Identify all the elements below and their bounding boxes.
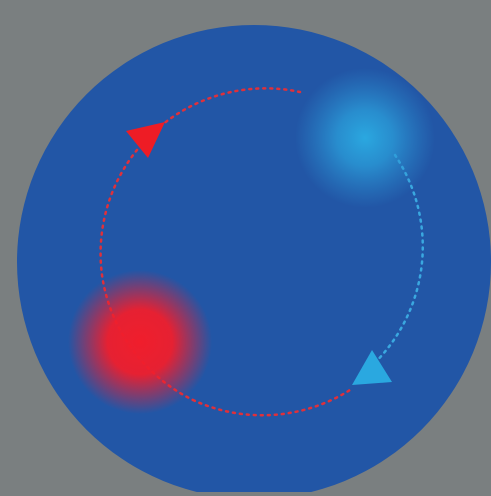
red-arrow (126, 122, 165, 158)
red-orbit-path-bottom (191, 388, 352, 417)
blue-particle (295, 68, 435, 208)
blue-arrow (352, 350, 392, 385)
blue-orbit-path (363, 153, 424, 374)
red-particle (68, 270, 212, 414)
red-orbit-path (99, 87, 302, 402)
